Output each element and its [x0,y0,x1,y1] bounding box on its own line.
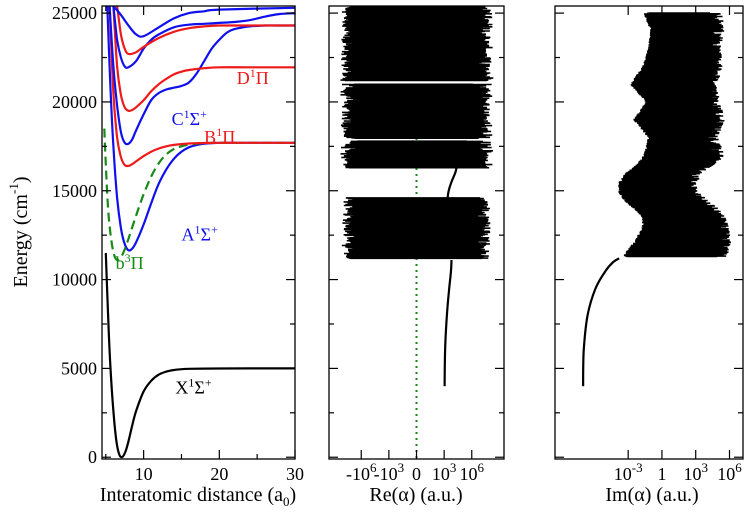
panel1-ticks: 10 20 30 0 5000 10000 15000 20000 25000 [52,3,304,484]
curve-X1 [104,252,295,459]
imaginary-polarizability-panel: 10-3 1 103 106 Im(α) (a.u.) [554,5,744,506]
im-alpha-data [582,12,731,387]
state-label-B1: B1Π [204,125,235,147]
x-tick-label: 20 [210,464,228,484]
y-tick-label: 20000 [52,92,97,112]
y-tick-label: 15000 [52,181,97,201]
x-tick-label: 0 [412,464,421,484]
x-tick-label: 30 [286,464,304,484]
x-tick-label: -103 [374,460,405,484]
curves-group [103,6,295,459]
panel2-ticks: -106-103 0 103 106 [329,6,504,484]
x-tick-label: 106 [460,460,485,484]
re-alpha-curve [446,167,458,200]
x-tick-label: 103 [683,460,708,484]
x-tick-label: -106 [346,460,377,484]
resonance-band [341,197,491,260]
y-tick-label: 0 [88,447,97,467]
re-alpha-curve [443,259,453,387]
state-label-X1: X1Σ+ [175,375,211,397]
curve-C1 [108,6,295,146]
x-tick-label: 10 [135,464,153,484]
x-tick-label: 106 [717,460,742,484]
panel1-frame [101,5,296,460]
curve-A1 [106,6,295,252]
im-alpha-curve [582,257,620,387]
curve-B1 [108,6,295,168]
y-axis-label: Energy (cm-1) [6,176,32,287]
panel3-ticks: 10-3 1 103 106 [555,6,743,484]
curve-Cupper [112,6,295,69]
re-alpha-data [340,6,494,459]
panel3-frame [554,5,744,460]
x-tick-label: 10-3 [614,460,643,484]
x-tick-label: 1 [657,464,666,484]
curve-bluetop [112,6,295,38]
curve-redupper [116,6,295,56]
y-tick-label: 10000 [52,270,97,290]
resonance-band [340,6,494,169]
state-label-b3: b3Π [116,251,144,273]
curve-D1 [112,6,295,113]
state-label-D1: D1Π [237,66,269,88]
x-tick-label: 103 [432,460,457,484]
im-alpha-band [618,12,731,258]
state-label-A1: A1Σ+ [181,222,217,244]
x-axis-label: Interatomic distance (a0) [100,484,296,509]
y-tick-label: 25000 [52,3,97,23]
re-alpha-axis-label: Re(α) (a.u.) [369,484,462,506]
real-polarizability-panel: -106-103 0 103 106 Re(α) (a.u.) [328,5,505,506]
im-alpha-axis-label: Im(α) (a.u.) [605,484,698,506]
y-tick-label: 5000 [61,358,97,378]
state-label-C1: C1Σ+ [172,107,208,129]
